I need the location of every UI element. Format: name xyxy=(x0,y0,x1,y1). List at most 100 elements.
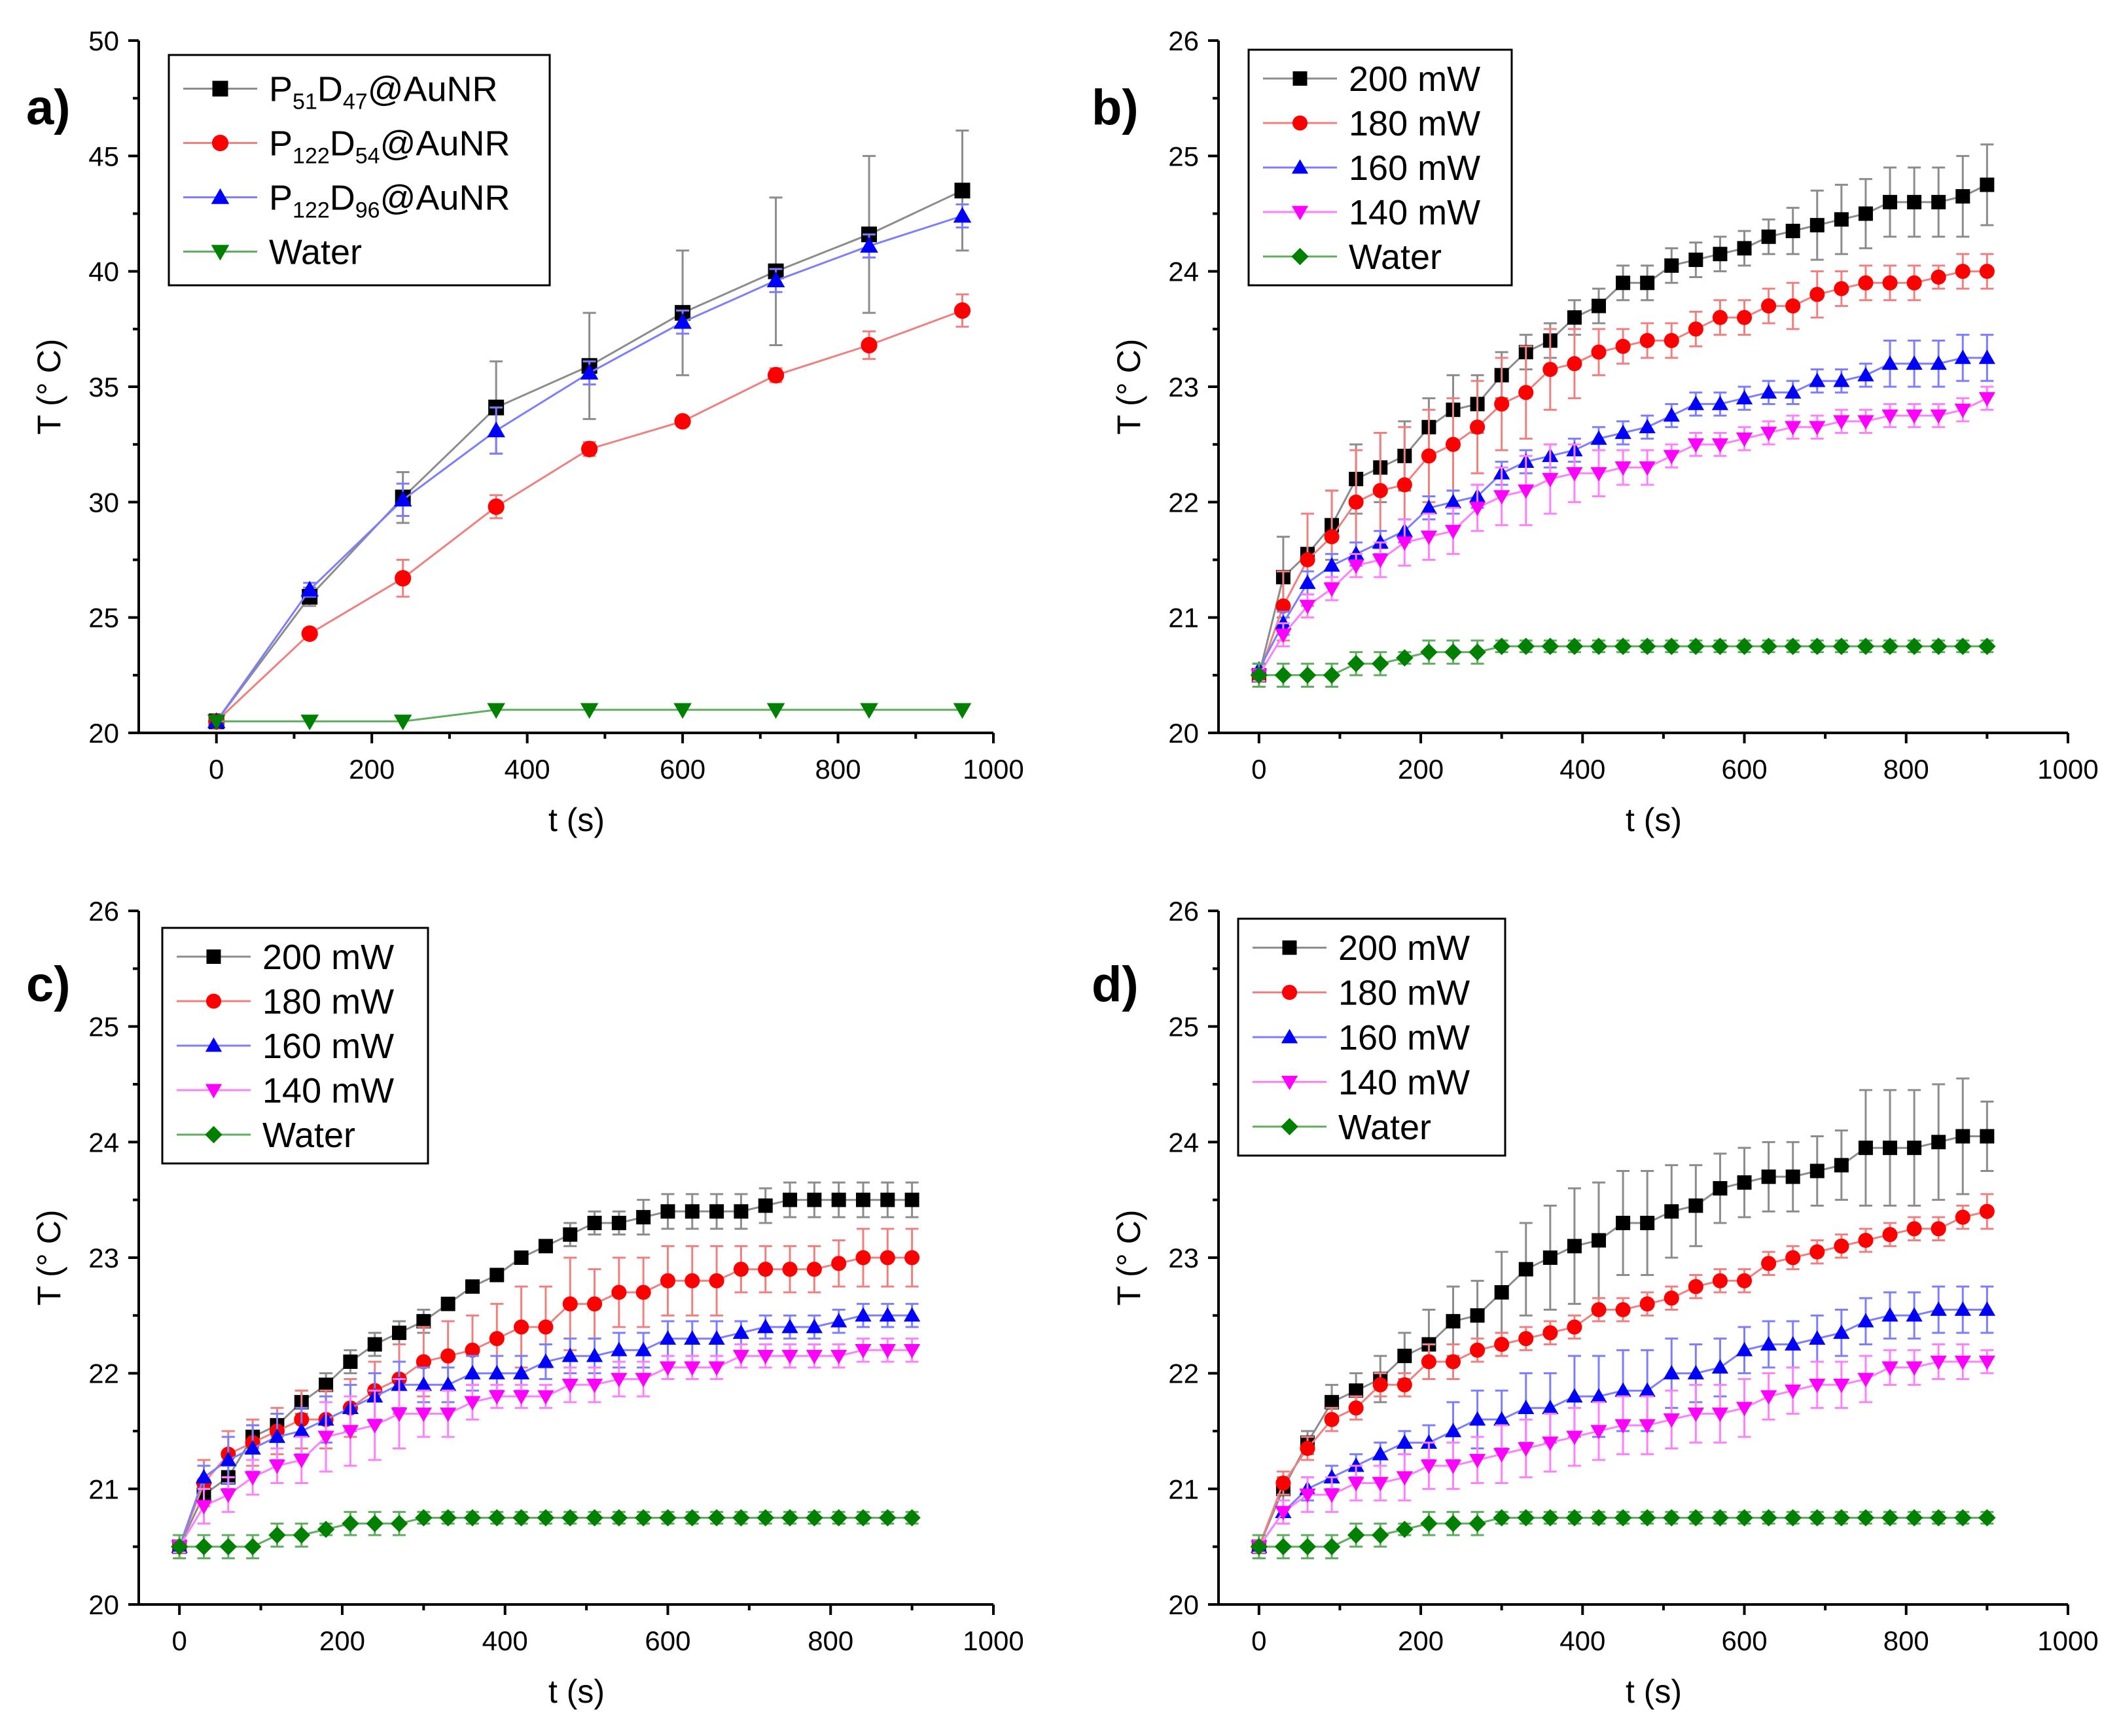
x-axis-title: t (s) xyxy=(1626,1673,1682,1710)
data-point xyxy=(1809,1330,1826,1345)
legend-marker xyxy=(1281,1029,1298,1044)
data-point xyxy=(758,1262,774,1277)
data-point xyxy=(1300,1440,1315,1457)
data-point xyxy=(1784,637,1802,655)
data-point xyxy=(1931,269,1946,285)
data-point xyxy=(1469,501,1486,516)
data-point xyxy=(1857,415,1874,430)
legend-label: 140 mW xyxy=(1338,1063,1470,1102)
data-point xyxy=(1978,349,1996,364)
y-tick-label: 20 xyxy=(1168,718,1199,749)
data-point xyxy=(831,1256,847,1271)
data-point xyxy=(1420,643,1438,661)
legend-entry: 140 mW xyxy=(1253,1063,1470,1102)
data-point xyxy=(1372,1377,1388,1392)
legend-label: 140 mW xyxy=(262,1071,394,1110)
data-point xyxy=(366,1515,383,1532)
data-point xyxy=(487,421,505,438)
panel-a: 0 200 400 600 800 1000 20 25 30 35 40 45 50 t (s) T (°… xyxy=(26,26,1024,838)
data-point xyxy=(1275,628,1292,643)
data-point xyxy=(1832,1509,1851,1527)
data-point xyxy=(1542,1436,1559,1451)
series-4 xyxy=(170,1509,921,1559)
legend: 200 mW 180 mW 160 mW 140 mW Water xyxy=(1237,917,1506,1157)
legend-label: P51D47@AuNR xyxy=(269,70,498,115)
data-point xyxy=(1567,310,1582,325)
data-point xyxy=(1372,1445,1389,1461)
legend-entry: 200 mW xyxy=(177,938,394,977)
data-point xyxy=(1420,1434,1438,1449)
y-tick-label: 23 xyxy=(1168,372,1199,402)
data-point xyxy=(488,498,505,515)
data-point xyxy=(1687,395,1705,410)
data-point xyxy=(1446,1314,1461,1329)
data-point xyxy=(1809,218,1825,233)
legend-entry: 140 mW xyxy=(177,1071,394,1110)
data-point xyxy=(1469,1515,1486,1532)
legend-marker xyxy=(1292,115,1308,131)
data-point xyxy=(1712,1273,1728,1288)
data-point xyxy=(1954,349,1971,364)
y-tick-label: 22 xyxy=(1168,1358,1199,1389)
data-point xyxy=(586,1347,603,1362)
y-tick-label: 24 xyxy=(1168,1127,1199,1158)
x-tick-label: 800 xyxy=(808,1625,853,1656)
series-line xyxy=(215,215,963,722)
data-point xyxy=(610,1509,628,1527)
data-point xyxy=(1323,1538,1341,1555)
data-point xyxy=(1275,598,1291,614)
y-tick-label: 21 xyxy=(1168,603,1199,633)
data-point xyxy=(1906,1221,1922,1237)
data-point xyxy=(1882,275,1898,291)
data-point xyxy=(1494,396,1510,412)
data-point xyxy=(1832,637,1851,655)
data-point xyxy=(1711,1408,1729,1423)
legend-label: 160 mW xyxy=(1349,149,1480,188)
data-point xyxy=(1736,637,1753,655)
data-point xyxy=(1639,332,1655,349)
series-3 xyxy=(1251,1343,1996,1555)
data-point xyxy=(611,1341,628,1356)
data-point xyxy=(1590,1425,1607,1440)
data-point xyxy=(1372,534,1389,549)
data-point xyxy=(465,1342,480,1358)
data-point xyxy=(1493,637,1510,655)
data-point xyxy=(244,1471,261,1486)
data-point xyxy=(512,1365,530,1380)
data-point xyxy=(1930,1355,1947,1370)
y-axis-title: T (° C) xyxy=(1111,1210,1147,1306)
data-point xyxy=(903,1343,921,1358)
legend-label: 160 mW xyxy=(262,1027,394,1066)
data-point xyxy=(1954,637,1972,655)
data-point xyxy=(673,703,692,719)
data-point xyxy=(1590,1388,1607,1403)
data-point xyxy=(439,1509,457,1527)
data-point xyxy=(244,1440,261,1455)
data-point xyxy=(1931,194,1946,209)
y-axis-title: T (° C) xyxy=(31,1210,67,1306)
data-point xyxy=(1785,1169,1800,1184)
data-point xyxy=(416,1314,431,1329)
y-tick-label: 20 xyxy=(88,718,119,749)
y-tick-label: 30 xyxy=(88,487,119,518)
data-point xyxy=(220,1488,237,1503)
data-point xyxy=(1761,1256,1777,1271)
data-point xyxy=(1396,536,1413,551)
data-point xyxy=(415,1509,433,1527)
data-point xyxy=(367,1337,382,1352)
data-point xyxy=(659,1361,677,1376)
data-point xyxy=(1881,1509,1899,1527)
x-tick-label: 800 xyxy=(1883,1625,1929,1656)
data-point xyxy=(1664,1204,1679,1219)
legend-entry: 160 mW xyxy=(1253,1018,1470,1057)
legend-label: Water xyxy=(262,1116,355,1155)
data-point xyxy=(487,703,505,719)
data-point xyxy=(1396,1434,1413,1449)
data-point xyxy=(1590,467,1607,482)
data-point xyxy=(342,1425,359,1440)
data-point xyxy=(1542,1400,1559,1415)
data-point xyxy=(1566,467,1583,482)
data-point xyxy=(392,1325,407,1340)
data-point xyxy=(390,1515,408,1532)
data-point xyxy=(1518,1331,1534,1347)
